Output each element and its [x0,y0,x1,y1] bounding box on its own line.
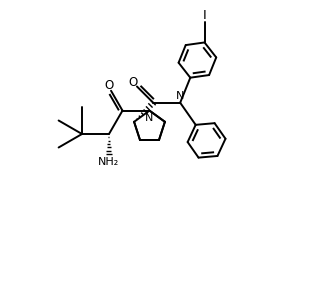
Text: N: N [176,91,185,101]
Text: I: I [203,9,206,22]
Text: O: O [104,79,114,92]
Text: N: N [145,113,154,123]
Text: NH₂: NH₂ [98,157,120,167]
Text: O: O [128,76,138,89]
